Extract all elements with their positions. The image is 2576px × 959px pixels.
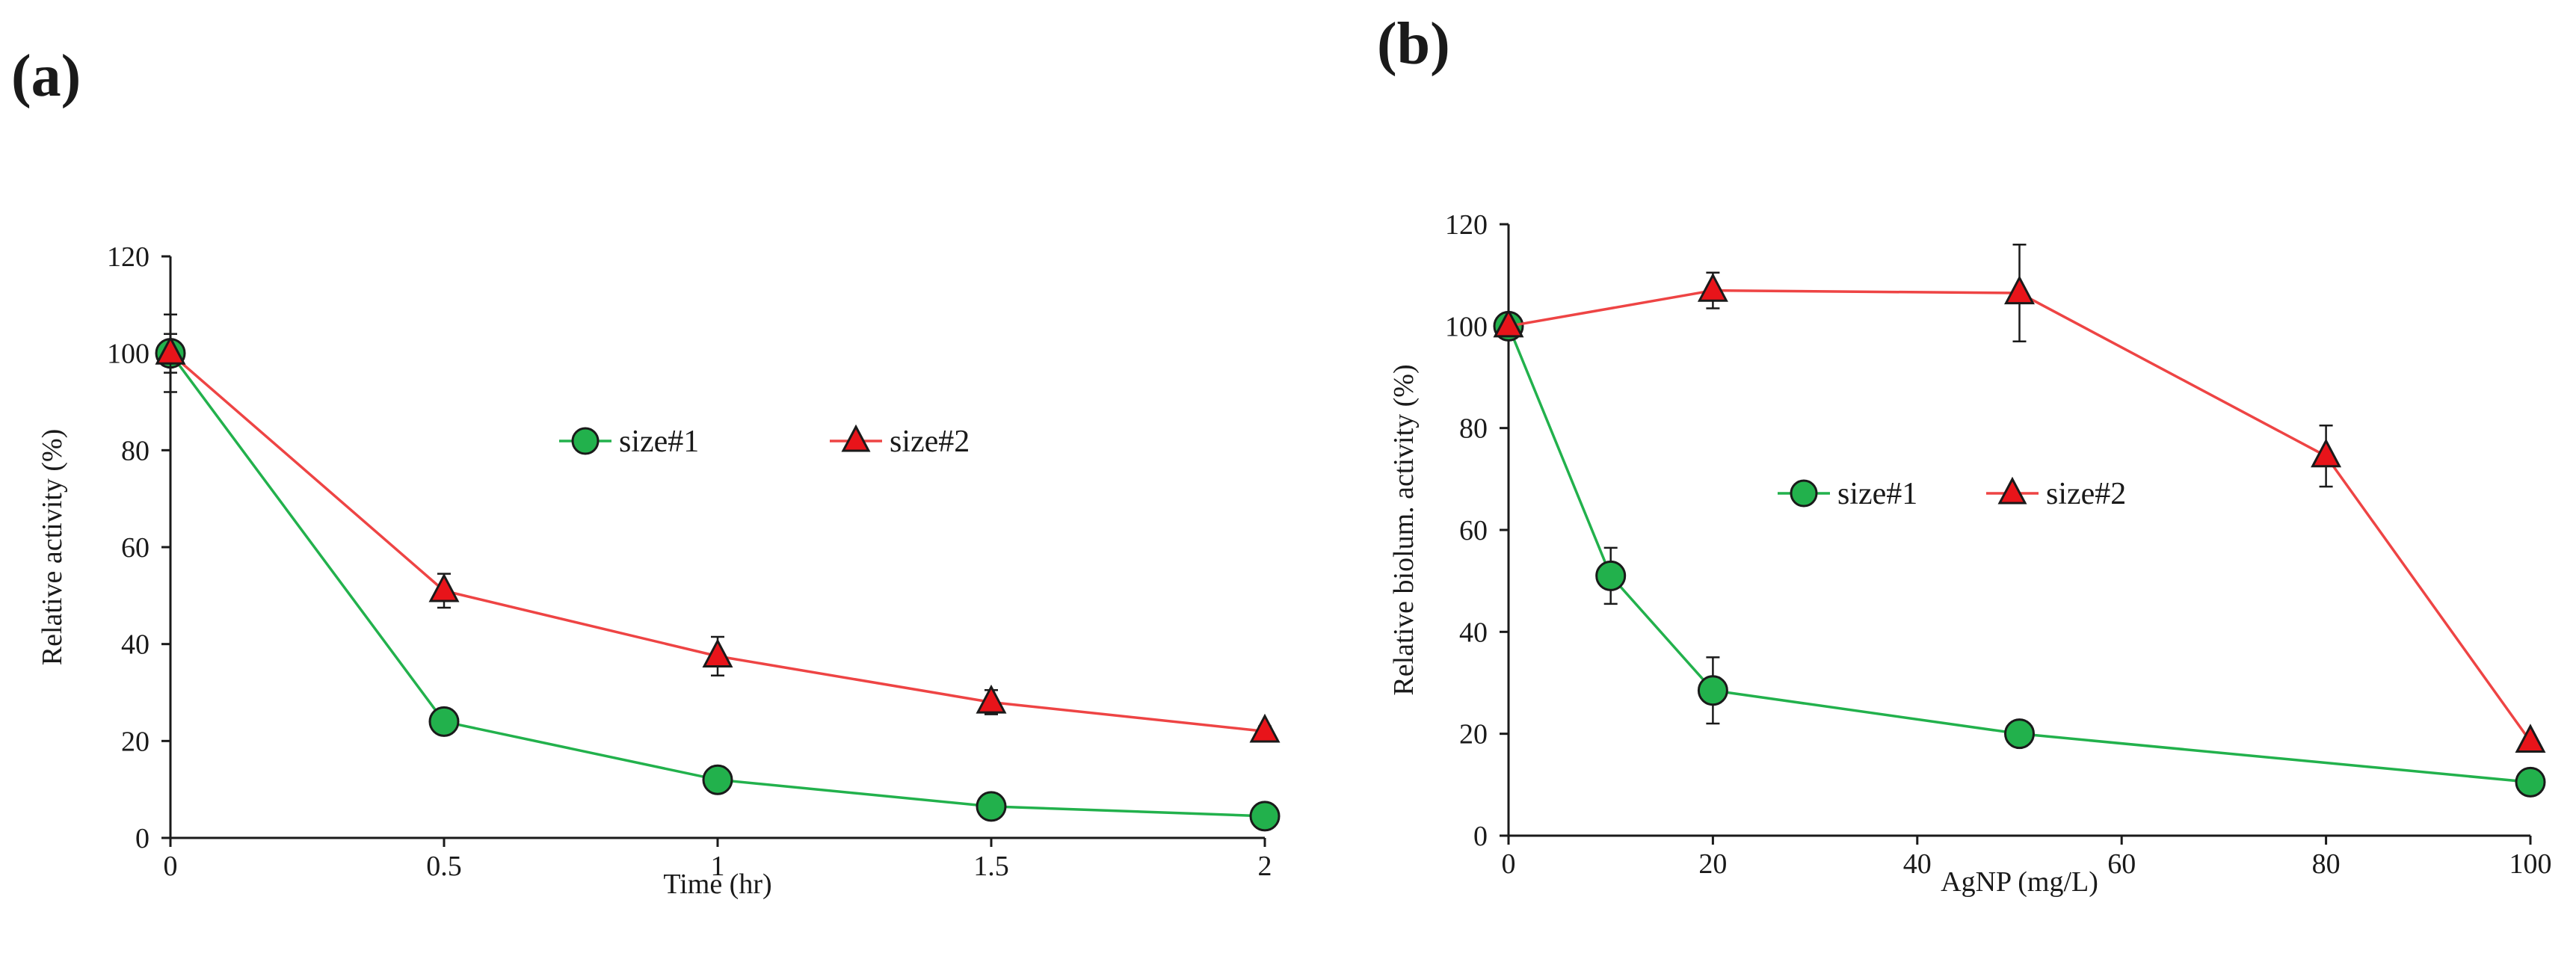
x-axis-title: AgNP (mg/L) [1941,866,2098,898]
legend-label: size#2 [890,425,970,459]
data-point-circle [1697,675,1728,706]
x-tick-label: 100 [2509,848,2552,880]
data-point-circle [1595,560,1627,591]
data-point-circle [428,706,460,737]
x-tick-label: 80 [2312,848,2341,880]
x-tick-label: 1.5 [973,851,1009,882]
y-tick-label: 120 [1445,209,1488,241]
data-point-triangle [976,684,1007,714]
x-tick-label: 0 [1502,848,1516,880]
y-tick-label: 80 [121,435,150,466]
series-line-size2 [1508,289,2532,742]
legend-marker-triangle [1997,476,2027,505]
series-line-size1 [1507,325,2531,784]
y-axis-title: Relative biolum. activity (%) [1388,364,1420,695]
data-point-circle [2515,766,2546,798]
y-tick-label: 80 [1459,413,1488,445]
x-tick-label: 40 [1903,848,1932,880]
data-point-triangle [2004,275,2035,305]
panel-label: (a) [11,43,81,109]
panel-label: (b) [1377,11,1450,77]
legend-label: size#1 [619,425,699,459]
legend-marker-triangle [841,424,871,452]
y-tick-label: 60 [121,532,150,564]
data-point-circle [2004,718,2035,750]
y-tick-label: 100 [107,339,150,370]
y-axis-title: Relative activity (%) [37,429,68,666]
panel-a: (a) 0 20 40 60 80 100 120 0 0.5 1 1.5 2 Time (hr) Rela… [11,43,1281,900]
series-line-size1 [169,352,1266,818]
data-point-triangle [1493,308,1524,338]
y-tick-label: 20 [1459,719,1488,750]
data-point-triangle [2311,438,2342,468]
y-tick-label: 0 [1473,821,1488,852]
y-tick-label: 0 [135,823,150,854]
data-point-circle [702,764,733,795]
x-tick-label: 1 [711,851,725,882]
x-tick-label: 20 [1698,848,1727,880]
data-point-triangle [1249,713,1281,743]
data-point-triangle [155,336,186,365]
y-tick-label: 120 [107,241,150,273]
data-point-triangle [1697,273,1728,302]
y-tick-label: 20 [121,726,150,757]
data-point-triangle [428,573,460,602]
legend-marker-circle [571,427,600,455]
y-tick-label: 100 [1445,311,1488,342]
data-point-circle [1249,801,1281,832]
x-tick-label: 0.5 [426,851,462,882]
legend-label: size#1 [1837,477,1917,511]
legend-marker-circle [1790,479,1818,508]
y-tick-label: 60 [1459,515,1488,546]
data-point-circle [976,791,1007,822]
x-axis-title: Time (hr) [663,869,771,900]
panel-b: (b) 0 20 40 60 80 100 120 0 20 40 60 80 100 AgNP (mg/L… [1377,11,2552,898]
data-point-triangle [702,638,733,667]
x-tick-label: 2 [1258,851,1272,882]
legend-label: size#2 [2046,477,2126,511]
x-tick-label: 0 [164,851,178,882]
y-tick-label: 40 [1459,617,1488,648]
x-tick-label: 60 [2107,848,2136,880]
y-tick-label: 40 [121,629,150,661]
data-point-triangle [2515,724,2546,753]
